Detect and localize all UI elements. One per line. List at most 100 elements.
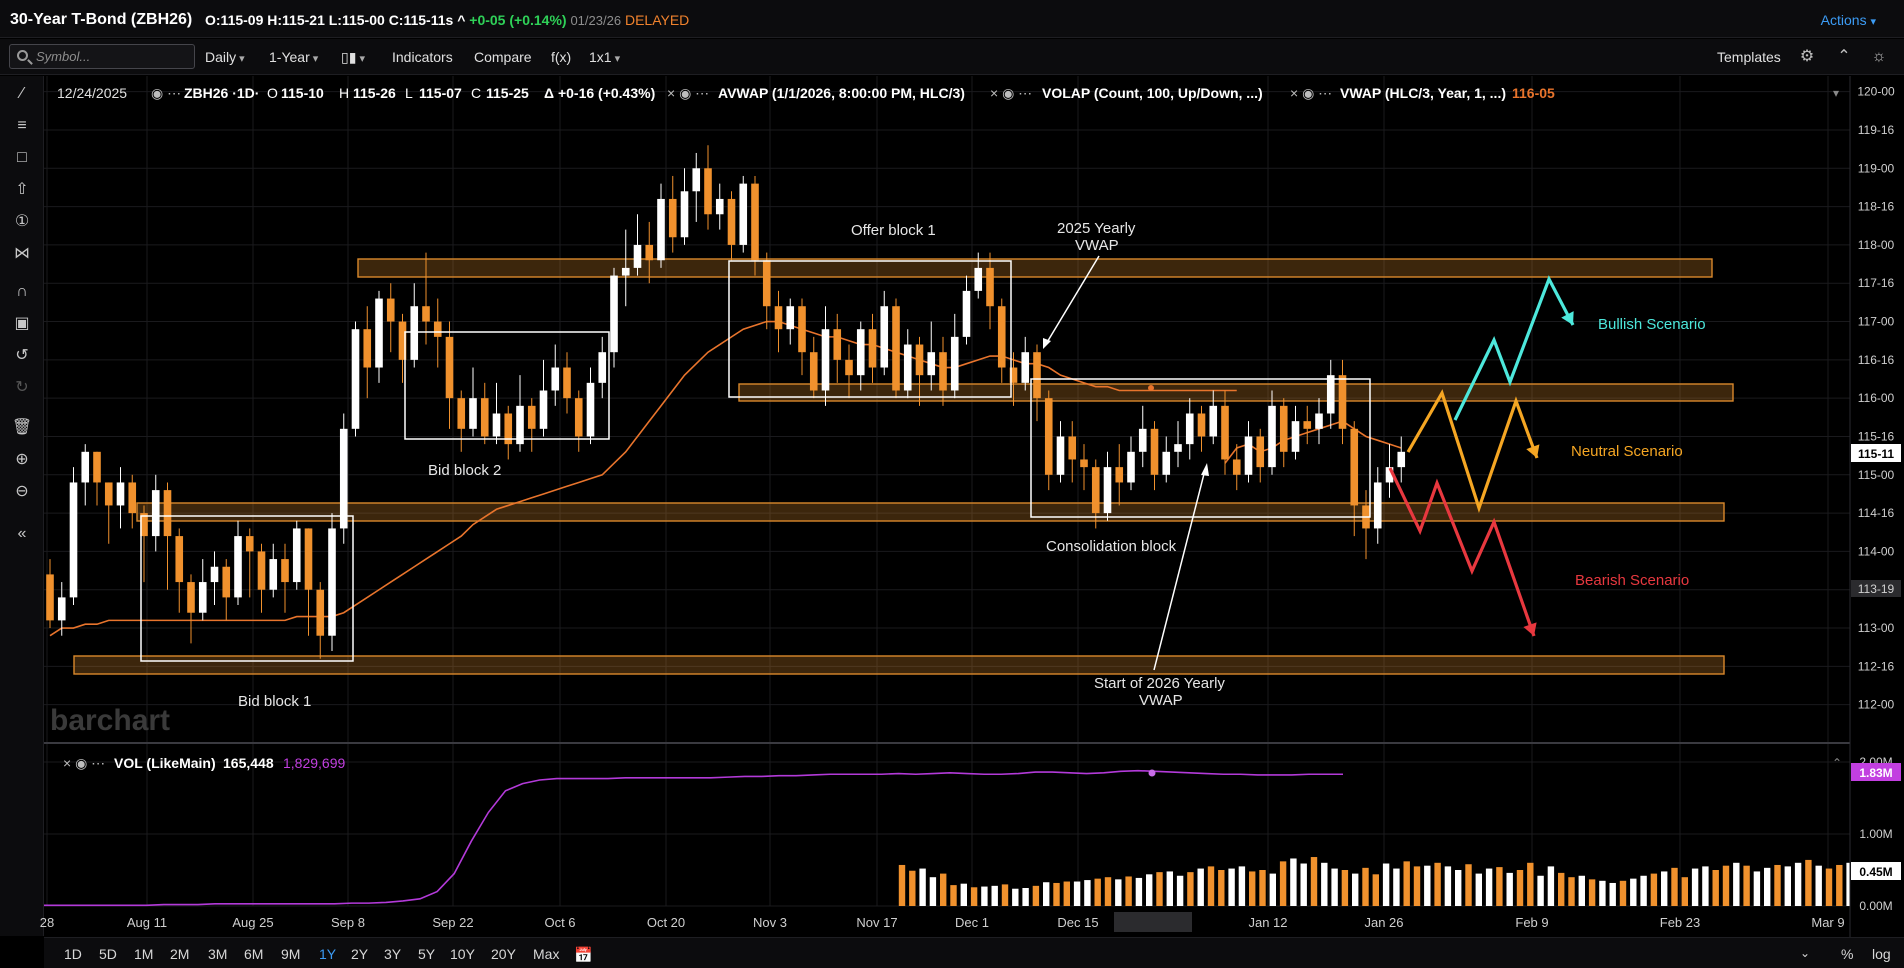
candle-body — [1385, 467, 1394, 483]
compare-button[interactable]: Compare — [474, 49, 532, 65]
zoom-out-icon[interactable]: ⊖ — [15, 483, 29, 500]
lock-icon[interactable]: ▣ — [14, 315, 30, 332]
offer-block-1-label[interactable]: Offer block 1 — [851, 222, 936, 239]
volume-bar — [1053, 882, 1060, 906]
volume-legend-icons[interactable]: × ◉ ⋯ — [63, 755, 105, 771]
indicators-button[interactable]: Indicators — [392, 49, 453, 65]
candle-body — [516, 405, 524, 445]
zoom-in-icon[interactable]: ⊕ — [15, 451, 29, 468]
vwap-2025-arrow[interactable] — [1045, 255, 1100, 345]
templates-button[interactable]: Templates — [1717, 49, 1781, 65]
range-button-2y[interactable]: 2Y — [351, 946, 369, 962]
range-button-2m[interactable]: 2M — [170, 946, 190, 962]
consolidation-block-label[interactable]: Consolidation block — [1046, 538, 1177, 555]
volume-bar — [1269, 873, 1276, 906]
range-button-5y[interactable]: 5Y — [418, 946, 436, 962]
volume-pane-collapse-icon[interactable]: ⌃ — [1832, 756, 1842, 770]
price-axis-label: 117-00 — [1858, 315, 1895, 329]
range-button-10y[interactable]: 10Y — [450, 946, 475, 962]
expand-down-icon[interactable]: ⌄ — [1800, 946, 1811, 960]
interval-dropdown[interactable]: Daily — [205, 49, 245, 65]
avwap-close-icon[interactable]: × ◉ ⋯ — [667, 85, 709, 101]
volume-bar — [1352, 873, 1359, 906]
bid-block-1-box[interactable] — [140, 515, 354, 662]
bid-block-2-label[interactable]: Bid block 2 — [428, 462, 501, 479]
symbol-search[interactable]: Symbol... — [9, 44, 195, 69]
range-button-5d[interactable]: 5D — [99, 946, 117, 962]
bid-block-2-box[interactable] — [404, 331, 610, 440]
rectangle-tool-icon[interactable]: □ — [17, 149, 27, 166]
redo-icon[interactable]: ↻ — [15, 379, 29, 396]
layout-dropdown[interactable]: 1x1 — [589, 49, 620, 65]
vwap-2026-label-line2[interactable]: VWAP — [1139, 692, 1183, 709]
volap-close-icon[interactable]: × ◉ ⋯ — [990, 85, 1032, 101]
theme-sun-icon[interactable]: ☼ — [1871, 48, 1887, 65]
magnet-icon[interactable]: ∩ — [16, 283, 28, 300]
pattern-tool-icon[interactable]: ⋈ — [14, 245, 30, 262]
range-button-1m[interactable]: 1M — [134, 946, 154, 962]
price-zone-band — [73, 655, 1725, 675]
function-button[interactable]: f(x) — [551, 49, 572, 65]
annotation-tool-icon[interactable]: ① — [14, 213, 30, 230]
candle-body — [410, 306, 419, 360]
legend-volap: VOLAP (Count, 100, Up/Down, ...) — [1042, 85, 1263, 101]
candle-body — [527, 405, 536, 429]
candle-body — [1056, 436, 1065, 475]
candle-body — [234, 536, 242, 598]
time-axis-label: 28 — [40, 915, 54, 930]
vwap-close-icon[interactable]: × ◉ ⋯ — [1290, 85, 1332, 101]
price-zone-band — [136, 502, 1725, 522]
volume-bar — [1753, 871, 1761, 906]
collapse-up-icon[interactable]: ⌃ — [1837, 48, 1851, 65]
fibonacci-tool-icon[interactable]: ≡ — [17, 117, 27, 134]
top-bar: 30-Year T-Bond (ZBH26) O:115-09 H:115-21… — [0, 0, 1904, 38]
chart-canvas[interactable]: barchart Bid block 1 Bid block 2 Offer b… — [0, 0, 1904, 937]
range-button-9m[interactable]: 9M — [281, 946, 301, 962]
range-button-20y[interactable]: 20Y — [491, 946, 516, 962]
volume-bar — [991, 885, 998, 906]
volume-bar — [1166, 871, 1173, 906]
collapse-sidebar-icon[interactable]: « — [17, 525, 27, 542]
candle-body — [962, 290, 971, 337]
range-button-3y[interactable]: 3Y — [384, 946, 402, 962]
log-scale-toggle[interactable]: log — [1872, 946, 1891, 962]
trendline-tool-icon[interactable]: ∕ — [20, 85, 24, 102]
calendar-icon[interactable]: 📅 — [574, 947, 593, 964]
vwap-marker — [1148, 385, 1154, 391]
percent-scale-toggle[interactable]: % — [1841, 946, 1854, 962]
offer-block-1-box[interactable] — [728, 260, 1012, 398]
vwap-2026-arrow[interactable] — [1153, 469, 1206, 671]
legend-eye-icon[interactable]: ◉ ⋯ — [151, 85, 181, 101]
time-axis-label: Feb 9 — [1515, 915, 1548, 930]
quote-low: L:115-00 — [328, 12, 385, 28]
range-button-6m[interactable]: 6M — [244, 946, 264, 962]
volume-bar — [1794, 862, 1802, 906]
vwap-2025-label-line2[interactable]: VWAP — [1075, 237, 1119, 254]
gear-icon[interactable]: ⚙ — [1799, 48, 1815, 65]
range-button-max[interactable]: Max — [533, 946, 560, 962]
candlestick-series — [46, 145, 1406, 659]
candle-body — [69, 482, 78, 598]
candle-body — [151, 490, 160, 537]
candle-body — [903, 344, 912, 391]
vwap-2025-label-line1[interactable]: 2025 Yearly — [1057, 220, 1136, 237]
shape-tool-icon[interactable]: ⇧ — [15, 181, 29, 198]
legend-collapse-icon[interactable]: ▾ — [1833, 86, 1839, 100]
actions-menu[interactable]: Actions ▾ — [1821, 12, 1876, 28]
chart-type-dropdown[interactable]: ▯▮ — [341, 49, 365, 66]
vwap-2026-label-line1[interactable]: Start of 2026 Yearly — [1094, 675, 1225, 692]
bullish-scenario-path — [1453, 275, 1575, 421]
range-button-1y[interactable]: 1Y — [319, 946, 337, 962]
quote-date: 01/23/26 — [570, 13, 622, 28]
range-button-3m[interactable]: 3M — [208, 946, 228, 962]
candle-body — [1115, 467, 1124, 483]
price-axis[interactable] — [1850, 76, 1904, 937]
period-dropdown[interactable]: 1-Year — [269, 49, 318, 65]
volume-bar — [1146, 874, 1153, 906]
consolidation-block-box[interactable] — [1030, 378, 1371, 518]
volume-bar — [1733, 862, 1740, 906]
range-button-1d[interactable]: 1D — [64, 946, 82, 962]
bid-block-1-label[interactable]: Bid block 1 — [238, 693, 311, 710]
trash-icon[interactable]: 🗑 — [11, 419, 33, 436]
undo-icon[interactable]: ↺ — [15, 347, 29, 364]
